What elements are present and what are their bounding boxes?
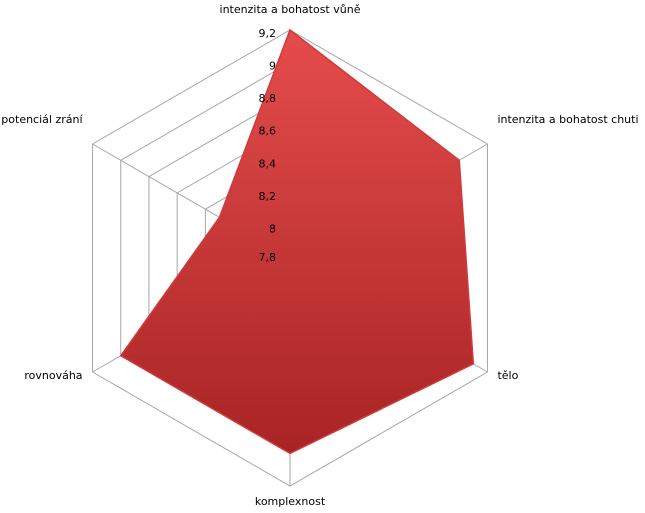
tick-label: 8	[269, 222, 276, 235]
category-label: intenzita a bohatost chuti	[497, 113, 638, 126]
tick-label: 8,2	[259, 190, 277, 203]
category-label: potenciál zrání	[1, 113, 83, 126]
category-label: rovnováha	[24, 369, 82, 382]
tick-label: 8,6	[259, 125, 277, 138]
tick-label: 8,8	[259, 92, 277, 105]
tick-label: 9,2	[259, 27, 277, 40]
tick-label: 9	[269, 60, 276, 73]
category-label: komplexnost	[255, 495, 326, 508]
tick-label: 8,4	[259, 157, 277, 170]
category-label: tělo	[497, 369, 518, 382]
data-area	[119, 28, 475, 455]
tick-label: 7,8	[259, 251, 277, 264]
category-label: intenzita a bohatost vůně	[220, 3, 361, 16]
